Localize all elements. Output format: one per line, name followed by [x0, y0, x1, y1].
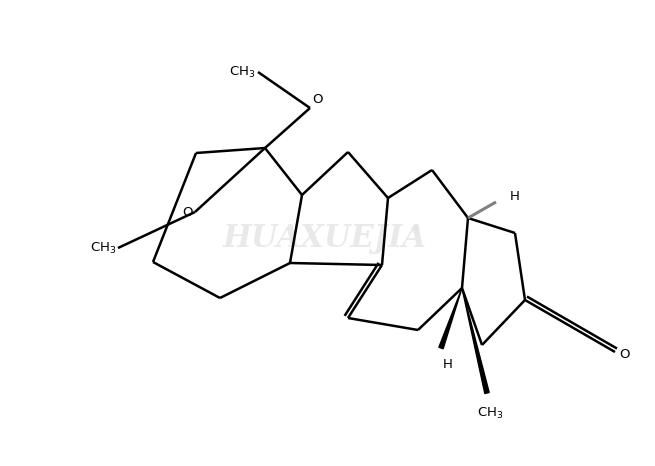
Text: O: O [312, 93, 322, 106]
Text: CH$_3$: CH$_3$ [229, 64, 255, 80]
Text: CH$_3$: CH$_3$ [90, 240, 116, 255]
Text: CH$_3$: CH$_3$ [477, 406, 503, 421]
Text: H: H [443, 358, 453, 371]
Polygon shape [439, 288, 462, 349]
Text: O: O [183, 206, 193, 219]
Text: ®: ® [409, 225, 421, 235]
Text: H: H [510, 191, 520, 204]
Text: HUAXUEJIA: HUAXUEJIA [223, 222, 427, 254]
Text: O: O [619, 348, 629, 361]
Polygon shape [462, 288, 489, 393]
